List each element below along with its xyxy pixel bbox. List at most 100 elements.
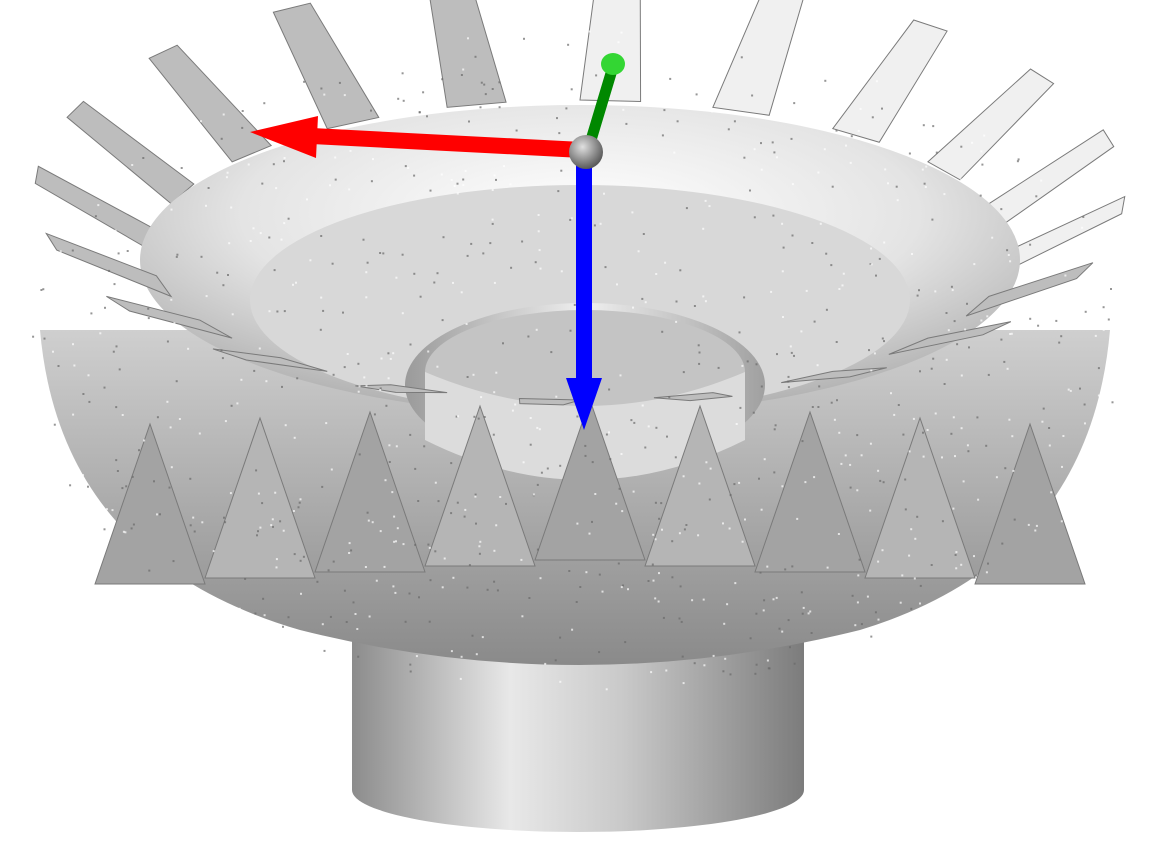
sphere-icon[interactable] <box>569 135 603 169</box>
cloud-point <box>342 311 344 314</box>
cloud-point <box>584 454 587 457</box>
cloud-point <box>363 376 366 379</box>
cloud-point <box>85 300 88 302</box>
cloud-point <box>1110 288 1112 290</box>
cloud-point <box>801 612 804 615</box>
cloud-point <box>836 399 838 402</box>
cloud-point <box>491 189 494 191</box>
cloud-point <box>618 487 621 490</box>
cloud-point <box>1001 542 1004 545</box>
cloud-point <box>375 579 378 582</box>
cloud-point <box>1050 491 1053 494</box>
gear-tooth <box>653 392 733 402</box>
cloud-point <box>464 170 467 172</box>
cloud-point <box>401 72 404 75</box>
cloud-point <box>1083 403 1086 406</box>
cloud-point <box>879 479 882 482</box>
cloud-point <box>968 346 970 349</box>
cloud-point <box>960 145 963 148</box>
cloud-point <box>348 188 351 191</box>
cloud-point <box>176 253 179 256</box>
cloud-point <box>168 486 171 489</box>
cloud-point <box>800 330 803 333</box>
cloud-point <box>63 481 66 484</box>
cloud-point <box>824 79 827 82</box>
cloud-point <box>918 118 921 121</box>
cloud-point <box>434 550 437 553</box>
cloud-point <box>695 93 698 96</box>
cloud-point <box>1003 360 1006 363</box>
cloud-point <box>557 190 560 193</box>
cloud-point <box>428 620 431 623</box>
cloud-point <box>417 500 420 502</box>
cloud-point <box>1013 518 1016 521</box>
cloud-point <box>159 513 161 516</box>
cloud-point <box>641 404 644 407</box>
cloud-point <box>772 598 775 601</box>
cloud-point <box>320 87 323 90</box>
cloud-point <box>608 388 611 391</box>
cloud-point <box>379 252 382 254</box>
cloud-point <box>760 508 763 511</box>
cloud-point <box>466 376 469 378</box>
cloud-point <box>397 97 400 100</box>
cloud-point <box>810 632 813 634</box>
axes-gizmo[interactable] <box>250 53 625 430</box>
cloud-point <box>385 404 388 407</box>
cloud-point <box>856 434 859 437</box>
cloud-point <box>893 413 896 416</box>
cloud-point <box>343 94 346 97</box>
cloud-point <box>82 393 85 395</box>
cloud-point <box>655 273 658 275</box>
cloud-point <box>773 471 776 474</box>
cloud-point <box>534 261 537 264</box>
cloud-point <box>346 353 349 355</box>
cloud-point <box>515 129 518 132</box>
cloud-point <box>467 37 469 40</box>
cloud-point <box>870 247 873 250</box>
cloud-point <box>568 570 571 572</box>
cloud-point <box>676 120 679 123</box>
cloud-point <box>350 549 353 552</box>
cloud-point <box>283 157 286 159</box>
cloud-point <box>908 450 911 453</box>
cloud-point <box>349 149 352 152</box>
cloud-point <box>452 281 454 284</box>
cloud-point <box>696 85 699 88</box>
cloud-point <box>362 238 365 241</box>
cloud-point <box>187 347 190 350</box>
cloud-point <box>220 349 223 352</box>
cloud-point <box>941 456 943 459</box>
gear-tooth <box>965 262 1094 317</box>
cloud-point <box>584 444 587 447</box>
cloud-point <box>559 464 562 467</box>
cloud-point <box>69 484 72 487</box>
cloud-point <box>584 35 586 38</box>
cloud-point <box>116 470 119 472</box>
cloud-point <box>124 531 127 534</box>
cloud-point <box>532 493 535 496</box>
cloud-point <box>427 543 430 546</box>
cloud-point <box>550 94 553 97</box>
cloud-point <box>1092 325 1095 328</box>
cloud-point <box>760 142 762 145</box>
cloud-point <box>1060 211 1063 213</box>
cloud-point <box>735 423 738 425</box>
cloud-point <box>1102 306 1105 309</box>
gear-tooth <box>864 416 976 579</box>
cloud-point <box>283 160 285 163</box>
z-axis-arrow[interactable] <box>566 155 602 430</box>
cloud-point <box>622 108 625 111</box>
cloud-point <box>558 132 561 135</box>
x-axis-arrow[interactable] <box>250 116 583 158</box>
cloud-point <box>441 78 444 81</box>
cloud-point <box>480 81 483 84</box>
cloud-point <box>538 428 541 431</box>
cloud-point <box>711 110 714 113</box>
cloud-point <box>870 635 873 638</box>
cloud-point <box>791 565 794 568</box>
cloud-point <box>348 542 351 545</box>
cloud-point <box>705 461 708 464</box>
